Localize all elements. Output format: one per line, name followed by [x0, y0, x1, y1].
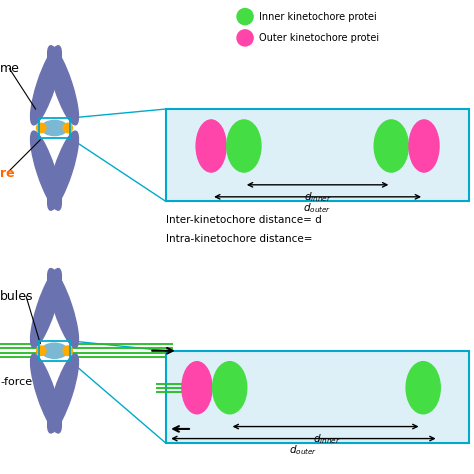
- Ellipse shape: [182, 362, 212, 414]
- Ellipse shape: [63, 346, 73, 356]
- Ellipse shape: [409, 120, 439, 172]
- Ellipse shape: [42, 120, 67, 136]
- Ellipse shape: [47, 131, 79, 210]
- Ellipse shape: [47, 269, 79, 347]
- Ellipse shape: [227, 120, 261, 172]
- Ellipse shape: [63, 123, 73, 133]
- Ellipse shape: [30, 131, 62, 210]
- Text: Inter-kinetochore distance= d: Inter-kinetochore distance= d: [166, 215, 322, 226]
- Text: Intra-kinetochore distance=: Intra-kinetochore distance=: [166, 234, 312, 245]
- Text: -force: -force: [0, 376, 32, 387]
- Ellipse shape: [42, 343, 67, 358]
- Ellipse shape: [30, 354, 62, 433]
- Ellipse shape: [196, 120, 226, 172]
- Bar: [39, 118, 70, 138]
- Ellipse shape: [237, 30, 253, 46]
- Bar: [39, 341, 70, 361]
- Ellipse shape: [30, 269, 62, 347]
- Text: $d_{inner}$: $d_{inner}$: [304, 191, 331, 204]
- Text: Inner kinetochore protei: Inner kinetochore protei: [259, 11, 376, 22]
- Ellipse shape: [237, 9, 253, 25]
- Text: $d_{inner}$: $d_{inner}$: [313, 432, 340, 446]
- Ellipse shape: [30, 46, 62, 125]
- Text: bules: bules: [0, 290, 34, 303]
- Bar: [166, 109, 469, 201]
- Text: $d_{outer}$: $d_{outer}$: [289, 443, 318, 457]
- Text: re: re: [0, 166, 15, 180]
- Ellipse shape: [47, 46, 79, 125]
- Ellipse shape: [36, 123, 46, 133]
- Ellipse shape: [36, 346, 46, 356]
- Text: me: me: [0, 62, 20, 75]
- Ellipse shape: [406, 362, 440, 414]
- Ellipse shape: [213, 362, 247, 414]
- Text: Outer kinetochore protei: Outer kinetochore protei: [259, 33, 379, 43]
- Bar: [166, 351, 469, 443]
- Ellipse shape: [47, 354, 79, 433]
- Ellipse shape: [374, 120, 408, 172]
- Text: $d_{outer}$: $d_{outer}$: [303, 201, 332, 215]
